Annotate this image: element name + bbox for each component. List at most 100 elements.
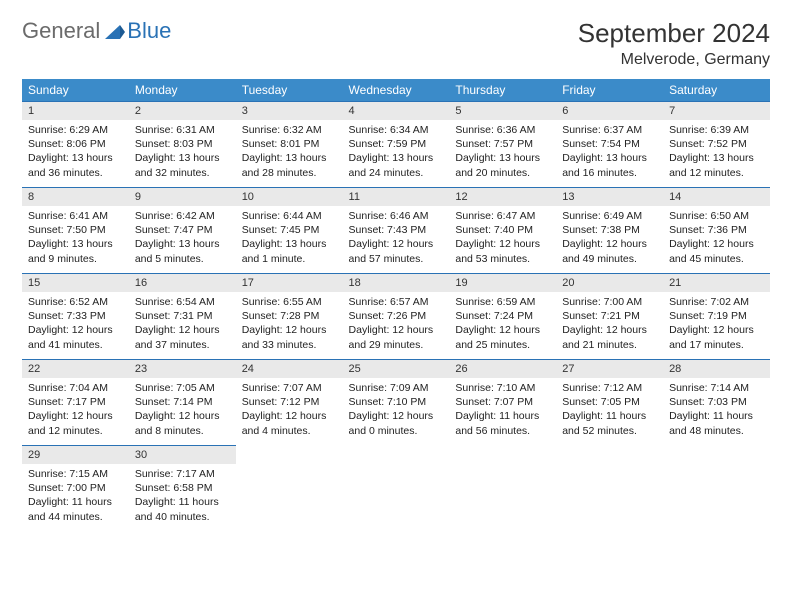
day-body: Sunrise: 7:17 AMSunset: 6:58 PMDaylight:… — [129, 464, 236, 530]
day-body: Sunrise: 7:15 AMSunset: 7:00 PMDaylight:… — [22, 464, 129, 530]
daylight-line: Daylight: 11 hours and 48 minutes. — [669, 410, 753, 436]
day-body: Sunrise: 6:50 AMSunset: 7:36 PMDaylight:… — [663, 206, 770, 272]
sunset-line: Sunset: 7:47 PM — [135, 224, 213, 236]
daylight-line: Daylight: 13 hours and 5 minutes. — [135, 238, 220, 264]
sunrise-line: Sunrise: 6:37 AM — [562, 124, 642, 136]
calendar-cell — [343, 446, 450, 532]
day-number: 27 — [556, 360, 663, 378]
day-number: 14 — [663, 188, 770, 206]
sunrise-line: Sunrise: 7:05 AM — [135, 382, 215, 394]
sunset-line: Sunset: 6:58 PM — [135, 482, 213, 494]
calendar-cell: 21Sunrise: 7:02 AMSunset: 7:19 PMDayligh… — [663, 274, 770, 360]
day-number: 17 — [236, 274, 343, 292]
day-body: Sunrise: 6:49 AMSunset: 7:38 PMDaylight:… — [556, 206, 663, 272]
daylight-line: Daylight: 12 hours and 25 minutes. — [455, 324, 540, 350]
day-body: Sunrise: 6:32 AMSunset: 8:01 PMDaylight:… — [236, 120, 343, 186]
calendar-row: 1 Sunrise: 6:29 AM Sunset: 8:06 PM Daylight… — [22, 102, 770, 188]
logo-text-blue: Blue — [127, 18, 171, 44]
day-number: 9 — [129, 188, 236, 206]
sunrise-line: Sunrise: 7:02 AM — [669, 296, 749, 308]
daylight-line: Daylight: 11 hours and 56 minutes. — [455, 410, 539, 436]
sunset-line: Sunset: 8:06 PM — [28, 138, 106, 150]
sunrise-line: Sunrise: 7:09 AM — [349, 382, 429, 394]
day-number: 15 — [22, 274, 129, 292]
sunrise-line: Sunrise: 6:46 AM — [349, 210, 429, 222]
day-body: Sunrise: 6:29 AM Sunset: 8:06 PM Daylight:… — [22, 120, 129, 186]
day-number: 10 — [236, 188, 343, 206]
sunset-line: Sunset: 7:19 PM — [669, 310, 747, 322]
day-body: Sunrise: 6:59 AMSunset: 7:24 PMDaylight:… — [449, 292, 556, 358]
daylight-line: Daylight: 13 hours and 16 minutes. — [562, 152, 647, 178]
day-number: 24 — [236, 360, 343, 378]
day-body: Sunrise: 6:57 AMSunset: 7:26 PMDaylight:… — [343, 292, 450, 358]
sunrise-line: Sunrise: 6:54 AM — [135, 296, 215, 308]
sunrise-line: Sunrise: 6:55 AM — [242, 296, 322, 308]
day-body: Sunrise: 6:47 AMSunset: 7:40 PMDaylight:… — [449, 206, 556, 272]
sunrise-line: Sunrise: 7:04 AM — [28, 382, 108, 394]
calendar-cell: 17Sunrise: 6:55 AMSunset: 7:28 PMDayligh… — [236, 274, 343, 360]
weekday-header-row: Sunday Monday Tuesday Wednesday Thursday… — [22, 79, 770, 102]
sunset-line: Sunset: 7:05 PM — [562, 396, 640, 408]
daylight-line: Daylight: 12 hours and 4 minutes. — [242, 410, 327, 436]
day-number: 2 — [129, 102, 236, 120]
weekday-header: Sunday — [22, 79, 129, 102]
day-body: Sunrise: 7:09 AMSunset: 7:10 PMDaylight:… — [343, 378, 450, 444]
weekday-header: Saturday — [663, 79, 770, 102]
calendar-cell — [556, 446, 663, 532]
calendar-cell: 3Sunrise: 6:32 AMSunset: 8:01 PMDaylight… — [236, 102, 343, 188]
daylight-line: Daylight: 11 hours and 40 minutes. — [135, 496, 219, 522]
calendar-cell: 10Sunrise: 6:44 AMSunset: 7:45 PMDayligh… — [236, 188, 343, 274]
day-number: 13 — [556, 188, 663, 206]
calendar-cell: 14Sunrise: 6:50 AMSunset: 7:36 PMDayligh… — [663, 188, 770, 274]
day-body: Sunrise: 6:42 AMSunset: 7:47 PMDaylight:… — [129, 206, 236, 272]
calendar-cell: 27Sunrise: 7:12 AMSunset: 7:05 PMDayligh… — [556, 360, 663, 446]
day-number: 19 — [449, 274, 556, 292]
logo-triangle-icon — [105, 23, 125, 41]
day-body: Sunrise: 6:36 AMSunset: 7:57 PMDaylight:… — [449, 120, 556, 186]
day-number: 5 — [449, 102, 556, 120]
calendar-cell: 28Sunrise: 7:14 AMSunset: 7:03 PMDayligh… — [663, 360, 770, 446]
title-block: September 2024 Melverode, Germany — [578, 18, 770, 69]
sunrise-line: Sunrise: 6:44 AM — [242, 210, 322, 222]
daylight-line: Daylight: 12 hours and 29 minutes. — [349, 324, 434, 350]
day-number: 21 — [663, 274, 770, 292]
sunrise-line: Sunrise: 6:57 AM — [349, 296, 429, 308]
day-number: 22 — [22, 360, 129, 378]
calendar-row: 29Sunrise: 7:15 AMSunset: 7:00 PMDayligh… — [22, 446, 770, 532]
sunrise-line: Sunrise: 7:12 AM — [562, 382, 642, 394]
day-body: Sunrise: 7:05 AMSunset: 7:14 PMDaylight:… — [129, 378, 236, 444]
sunrise-line: Sunrise: 6:31 AM — [135, 124, 215, 136]
daylight-line: Daylight: 12 hours and 21 minutes. — [562, 324, 647, 350]
day-number: 1 — [22, 102, 129, 120]
calendar-cell: 6Sunrise: 6:37 AMSunset: 7:54 PMDaylight… — [556, 102, 663, 188]
day-body: Sunrise: 7:12 AMSunset: 7:05 PMDaylight:… — [556, 378, 663, 444]
sunrise-line: Sunrise: 6:29 AM — [28, 124, 108, 136]
daylight-line: Daylight: 12 hours and 0 minutes. — [349, 410, 434, 436]
sunset-line: Sunset: 7:21 PM — [562, 310, 640, 322]
daylight-line: Daylight: 13 hours and 36 minutes. — [28, 152, 113, 178]
sunset-line: Sunset: 7:28 PM — [242, 310, 320, 322]
day-body: Sunrise: 7:04 AMSunset: 7:17 PMDaylight:… — [22, 378, 129, 444]
daylight-line: Daylight: 12 hours and 41 minutes. — [28, 324, 113, 350]
calendar-cell: 12Sunrise: 6:47 AMSunset: 7:40 PMDayligh… — [449, 188, 556, 274]
day-body: Sunrise: 6:52 AMSunset: 7:33 PMDaylight:… — [22, 292, 129, 358]
day-body: Sunrise: 6:54 AMSunset: 7:31 PMDaylight:… — [129, 292, 236, 358]
day-number: 30 — [129, 446, 236, 464]
calendar-cell: 24Sunrise: 7:07 AMSunset: 7:12 PMDayligh… — [236, 360, 343, 446]
daylight-line: Daylight: 12 hours and 12 minutes. — [28, 410, 113, 436]
sunrise-line: Sunrise: 7:14 AM — [669, 382, 749, 394]
sunset-line: Sunset: 7:00 PM — [28, 482, 106, 494]
day-number: 26 — [449, 360, 556, 378]
sunset-line: Sunset: 7:57 PM — [455, 138, 533, 150]
logo-text-general: General — [22, 18, 100, 44]
day-number: 20 — [556, 274, 663, 292]
calendar-cell: 26Sunrise: 7:10 AMSunset: 7:07 PMDayligh… — [449, 360, 556, 446]
location: Melverode, Germany — [578, 51, 770, 69]
weekday-header: Tuesday — [236, 79, 343, 102]
month-title: September 2024 — [578, 18, 770, 49]
daylight-line: Daylight: 13 hours and 9 minutes. — [28, 238, 113, 264]
sunrise-line: Sunrise: 6:32 AM — [242, 124, 322, 136]
day-number: 4 — [343, 102, 450, 120]
calendar-cell: 18Sunrise: 6:57 AMSunset: 7:26 PMDayligh… — [343, 274, 450, 360]
calendar-row: 15Sunrise: 6:52 AMSunset: 7:33 PMDayligh… — [22, 274, 770, 360]
